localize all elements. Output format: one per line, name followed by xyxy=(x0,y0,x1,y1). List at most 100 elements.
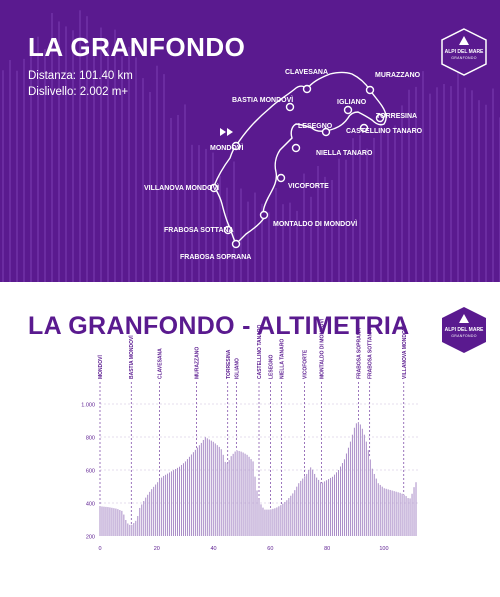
elevation-bar xyxy=(252,461,254,536)
elevation-bar xyxy=(361,428,363,536)
background-bar xyxy=(436,87,438,282)
elevation-bar xyxy=(200,442,202,536)
background-bar xyxy=(205,148,207,282)
elevation-bar xyxy=(216,445,218,536)
elevation-bar xyxy=(334,474,336,536)
background-bar xyxy=(331,179,333,282)
annotation-label: CASTELLINO TANARO xyxy=(257,325,263,379)
elevation-bar xyxy=(165,474,167,536)
annotation-label: NIELLA TANARO xyxy=(280,339,286,379)
background-bar xyxy=(93,41,95,282)
background-bar xyxy=(338,158,340,282)
marker-frabosa-sottana xyxy=(223,225,233,235)
elevation-bar xyxy=(304,476,306,536)
x-tick-label: 20 xyxy=(154,546,160,552)
elevation-bar xyxy=(147,494,149,536)
elevation-bar xyxy=(133,523,135,536)
annotation-label: MURAZZANO xyxy=(195,347,201,379)
background-bar xyxy=(303,173,305,282)
elevation-bar xyxy=(324,481,326,536)
elevation-profile-chart: 200 400 600 800 1.000 0 20 40 60 80 100 MONDOVÌ BAST… xyxy=(81,318,418,552)
background-bar xyxy=(296,210,298,282)
elevation-bar xyxy=(407,498,409,536)
marker-igliano xyxy=(343,105,353,115)
elevation-bar xyxy=(184,461,186,536)
elevation-bar xyxy=(143,501,145,536)
elevation-bar xyxy=(198,445,200,536)
background-bar xyxy=(310,196,312,282)
background-bar xyxy=(72,30,74,282)
background-bar xyxy=(443,83,445,282)
place-label: VICOFORTE xyxy=(288,183,329,190)
background-bar xyxy=(408,89,410,282)
background-bar xyxy=(100,27,102,282)
background-bar xyxy=(170,117,172,282)
elevation-bar xyxy=(157,482,159,536)
elevation-bar xyxy=(353,427,355,536)
marker-mondovi xyxy=(231,141,241,151)
elevation-bar xyxy=(210,440,212,536)
background-bar xyxy=(198,145,200,282)
elevation-bar xyxy=(220,449,222,536)
elevation-bar xyxy=(262,507,264,536)
elevation-bar xyxy=(212,441,214,536)
annotation-label: CLAVESANA xyxy=(158,348,164,379)
elevation-bar xyxy=(296,486,298,536)
background-bar xyxy=(177,114,179,282)
elevation-bar xyxy=(151,489,153,536)
elevation-bar xyxy=(399,492,401,536)
annotation-label: BASTIA MONDOVÌ xyxy=(127,335,135,379)
logo-text: ALPI DEL MARE xyxy=(444,327,484,333)
marker-torresina xyxy=(375,113,385,123)
elevation-bar xyxy=(180,464,182,536)
elevation-bar xyxy=(284,501,286,536)
elevation-bar xyxy=(194,449,196,536)
elevation-bar xyxy=(318,479,320,536)
background-bar xyxy=(261,203,263,282)
marker-castellino xyxy=(359,123,369,133)
background-bar xyxy=(422,71,424,282)
x-tick-label: 0 xyxy=(98,546,101,552)
elevation-bar xyxy=(103,506,105,536)
place-label: CLAVESANA xyxy=(285,69,328,76)
elevation-bar xyxy=(111,507,113,536)
elevation-bar xyxy=(155,484,157,536)
elevation-bar xyxy=(141,504,143,536)
elevation-bar xyxy=(415,482,417,536)
elevation-bar xyxy=(320,482,322,536)
background-bar xyxy=(51,12,53,282)
logo: ALPI DEL MARE GRANFONDO xyxy=(440,28,488,76)
elevation-bar xyxy=(365,441,367,536)
elevation-bar xyxy=(190,454,192,536)
background-bar xyxy=(9,60,11,282)
background-bar xyxy=(282,204,284,282)
elevation-bar xyxy=(228,460,230,536)
elevation-bar xyxy=(332,476,334,536)
annotation-label: MONTALDO DI MONDOVÌ xyxy=(317,318,325,379)
elevation-bar xyxy=(268,509,270,536)
elevation-bar xyxy=(222,454,224,536)
elevation-bar xyxy=(294,490,296,536)
elevation-bar xyxy=(298,483,300,536)
y-tick-label: 200 xyxy=(86,535,95,541)
background-bar xyxy=(289,202,291,282)
elevation-bar xyxy=(105,506,107,536)
elevation-bar xyxy=(234,451,236,536)
elevation-bar xyxy=(188,456,190,536)
background-bar xyxy=(142,78,144,282)
background-bar xyxy=(478,100,480,282)
marker-murazzano xyxy=(365,85,375,95)
background-bar xyxy=(485,104,487,282)
marker-montaldo xyxy=(259,210,269,220)
elevation-bar xyxy=(258,499,260,536)
place-label: CASTELLINO TANARO xyxy=(346,128,423,135)
elevation-gain-label: Dislivello: 2.002 m+ xyxy=(28,86,129,98)
elevation-bar xyxy=(278,506,280,536)
elevation-bar xyxy=(232,453,234,536)
elevation-bar xyxy=(336,472,338,536)
background-bar xyxy=(191,144,193,282)
elevation-bar xyxy=(248,456,250,536)
elevation-bar xyxy=(379,484,381,536)
elevation-bar xyxy=(115,508,117,536)
annotation-label: FRABOSA SOTTANA xyxy=(368,329,374,379)
